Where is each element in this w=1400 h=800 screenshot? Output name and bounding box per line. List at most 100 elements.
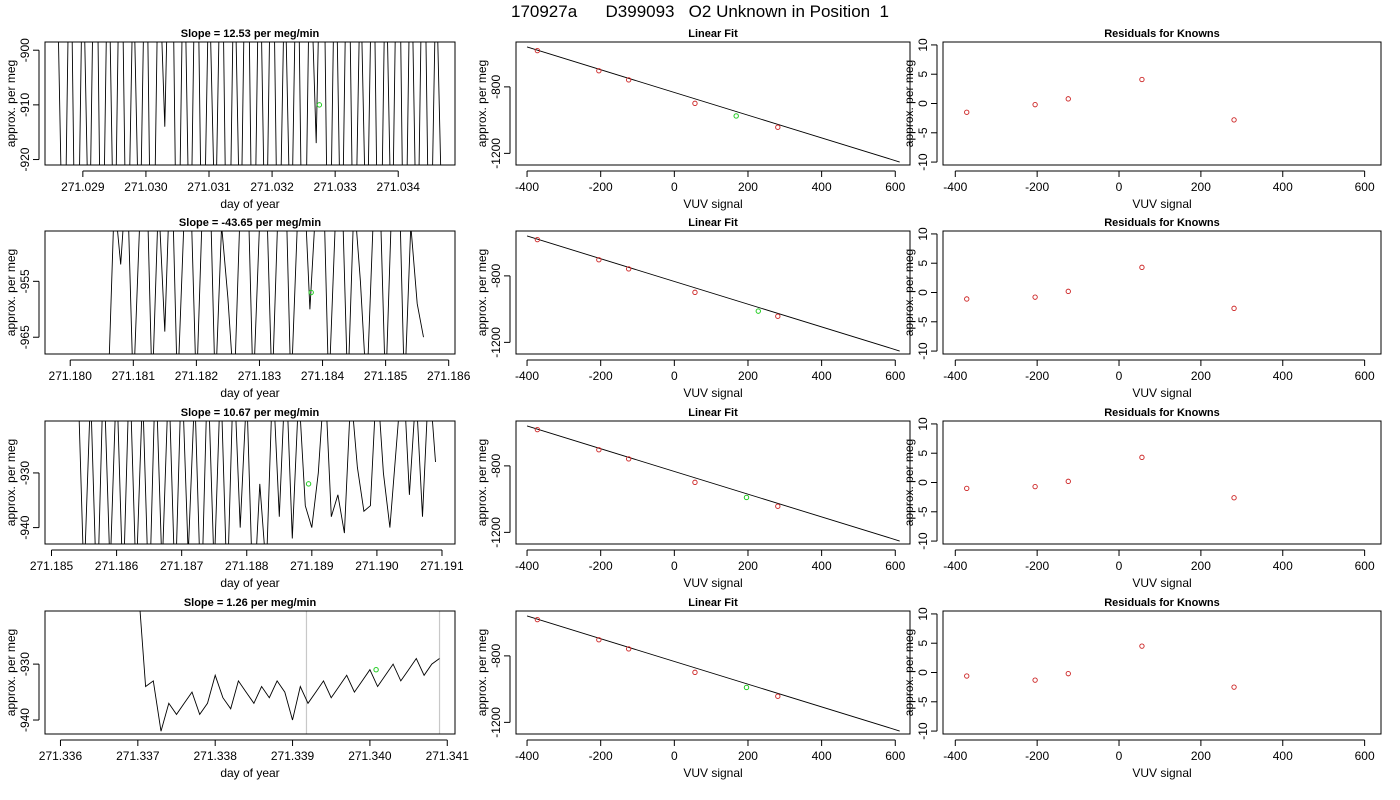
x-axis-label: day of year [220,386,279,400]
chart-title: Residuals for Knowns [1104,217,1220,229]
x-tick-label: 271.180 [49,369,93,383]
x-tick-label: 0 [1116,749,1123,763]
plot-frame [515,230,911,355]
x-tick-label: -200 [1025,749,1049,763]
y-tick-label: -5 [916,127,930,138]
x-tick-label: 600 [1355,559,1375,573]
data-point [1139,454,1145,460]
y-tick-label: -10 [916,532,930,550]
y-tick-label: -900 [18,38,32,62]
plot-frame [942,420,1382,545]
y-tick-label: -800 [489,454,503,478]
x-tick-label: 400 [812,180,832,194]
y-tick-label: 10 [916,417,930,431]
data-point [626,456,632,462]
chart-title: Linear Fit [688,28,738,40]
y-axis-label: approx. per meg [4,629,18,716]
unknown-point [316,102,323,108]
y-axis-label: approx. per meg [4,60,18,147]
x-tick-label: 600 [885,559,905,573]
chart-title: Slope = 12.53 per meg/min [181,28,320,40]
x-tick-label: 200 [1191,749,1211,763]
unknown-point [373,667,379,673]
data-point [1231,684,1237,690]
x-tick-label: 0 [1116,559,1123,573]
data-point [1032,294,1038,300]
x-tick-label: 271.033 [313,180,357,194]
y-tick-label: -5 [916,696,930,707]
x-axis-label: VUV signal [1132,386,1191,400]
x-tick-label: 271.187 [160,559,204,573]
unknown-point [755,308,761,314]
plot-frame [942,230,1382,355]
data-point [1231,117,1237,123]
x-tick-label: -400 [943,180,967,194]
x-tick-label: 600 [885,369,905,383]
series-line [58,42,442,165]
x-tick-label: 600 [1355,369,1375,383]
chart-panel-3: -400 -200 0 200 400 600 -10 -5 0 5 10 Residuals for… [902,28,1382,211]
data-point [596,68,602,74]
x-axis-label: VUV signal [1132,576,1191,590]
plot-frame [942,610,1382,735]
data-point [1231,305,1237,311]
y-tick-label: 0 [916,669,930,676]
data-point [1032,677,1038,683]
data-point [1139,643,1145,649]
chart-panel-11: -400 -200 0 200 400 600 -1200 -800 Linear Fit VUV… [475,597,911,780]
x-tick-label: -200 [589,180,613,194]
y-tick-label: -800 [489,264,503,288]
data-point [692,669,698,675]
x-tick-label: -400 [943,369,967,383]
x-tick-label: 271.188 [225,559,269,573]
plot-area [139,611,441,734]
x-tick-label: 271.030 [124,180,168,194]
x-tick-label: 600 [1355,749,1375,763]
x-tick-label: 0 [1116,369,1123,383]
x-tick-label: 271.181 [112,369,156,383]
x-tick-label: 271.338 [193,749,237,763]
chart-title: Residuals for Knowns [1104,28,1220,40]
y-tick-label: -1200 [489,707,503,738]
x-tick-label: 400 [812,749,832,763]
data-point [534,616,541,623]
data-point [775,693,781,699]
plot-frame [44,420,456,545]
data-point [1065,96,1071,102]
y-tick-label: 0 [916,100,930,107]
plot-area [964,264,1237,311]
x-tick-label: 271.034 [377,180,421,194]
data-point [692,100,698,106]
x-tick-label: 400 [812,369,832,383]
plot-area [964,643,1237,690]
y-tick-label: -940 [18,708,32,732]
plot-area [526,235,900,352]
chart-title: Residuals for Knowns [1104,407,1220,419]
x-tick-label: 200 [1191,180,1211,194]
plot-area [78,421,436,544]
x-tick-label: 271.337 [116,749,160,763]
y-axis-label: approx. per meg [4,439,18,526]
y-tick-label: 10 [916,607,930,621]
x-tick-label: 600 [885,749,905,763]
plot-frame [44,610,456,735]
y-tick-label: -910 [18,93,32,117]
x-tick-label: 400 [1273,369,1293,383]
x-axis-label: VUV signal [683,386,742,400]
fit-line [526,425,900,542]
x-tick-label: 271.186 [427,369,471,383]
y-tick-label: -10 [916,722,930,740]
y-tick-label: -800 [489,75,503,99]
x-tick-label: 271.190 [355,559,399,573]
x-tick-label: 271.182 [175,369,219,383]
x-axis-label: VUV signal [1132,766,1191,780]
y-tick-label: -930 [18,652,32,676]
x-tick-label: 271.341 [426,749,470,763]
x-tick-label: 200 [738,749,758,763]
x-tick-label: -400 [943,749,967,763]
x-tick-label: 271.340 [348,749,392,763]
y-axis-label: approx. per meg [475,629,489,716]
x-tick-label: -400 [515,559,539,573]
y-tick-label: -5 [916,506,930,517]
x-tick-label: -400 [515,180,539,194]
